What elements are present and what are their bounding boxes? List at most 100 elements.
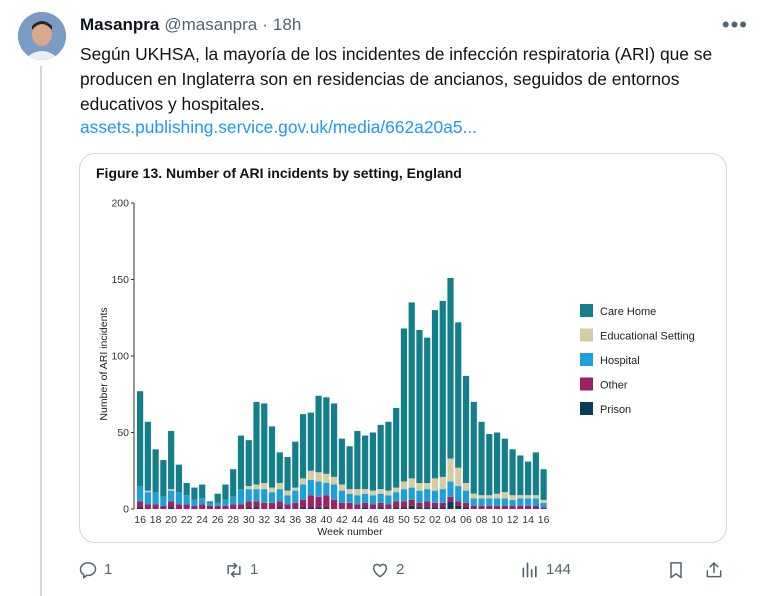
bar-other — [315, 496, 322, 508]
bar-educational-setting — [400, 481, 408, 490]
bar-educational-setting — [408, 478, 415, 488]
bar-other — [362, 502, 369, 508]
reply-button[interactable]: 1 — [78, 560, 112, 580]
bar-other — [424, 501, 431, 508]
bar-prison — [315, 507, 322, 509]
bar-educational-setting — [447, 458, 454, 482]
like-icon — [372, 563, 388, 578]
bar-other — [493, 505, 501, 509]
bar-hospital — [431, 490, 439, 503]
bar-prison — [424, 507, 431, 509]
bar-hospital — [509, 499, 516, 506]
bar-hospital — [292, 490, 299, 503]
x-tick-label: 36 — [289, 514, 301, 526]
x-tick-label: 24 — [196, 514, 208, 526]
bar-care-home — [253, 401, 260, 485]
chart-card[interactable]: Figure 13. Number of ARI incidents by se… — [79, 153, 727, 543]
bar-hospital — [323, 482, 330, 496]
x-tick-label: 34 — [274, 514, 286, 526]
bar-educational-setting — [253, 484, 260, 490]
legend-label: Care Home — [600, 306, 656, 318]
bar-hospital — [393, 492, 400, 502]
like-button[interactable]: 2 — [370, 560, 404, 580]
bar-hospital — [206, 502, 214, 506]
bar-other — [525, 505, 532, 509]
bar-hospital — [532, 498, 539, 506]
x-tick-label: 44 — [352, 514, 364, 526]
bar-care-home — [346, 446, 353, 490]
bar-care-home — [183, 482, 190, 496]
timestamp[interactable]: 18h — [272, 15, 302, 34]
legend-swatch — [580, 304, 593, 317]
bar-educational-setting — [470, 493, 477, 499]
user-handle[interactable]: @masanpra — [164, 15, 258, 34]
x-tick-label: 20 — [165, 514, 177, 526]
bar-other — [377, 502, 384, 508]
bar-care-home — [144, 421, 151, 491]
bar-care-home — [315, 395, 322, 473]
bar-other — [369, 504, 376, 509]
bar-hospital — [261, 489, 268, 503]
bar-educational-setting — [354, 489, 361, 496]
bar-other — [509, 505, 516, 509]
legend-swatch — [580, 328, 593, 342]
bar-educational-setting — [315, 472, 322, 482]
retweet-button[interactable]: 1 — [224, 560, 258, 580]
bar-prison — [431, 507, 439, 509]
bar-hospital — [416, 490, 423, 503]
bar-educational-setting — [168, 489, 175, 491]
bar-care-home — [517, 455, 524, 496]
bar-care-home — [152, 449, 159, 493]
bar-hospital — [183, 495, 190, 505]
x-tick-label: 16 — [538, 514, 550, 526]
bar-hospital — [253, 489, 260, 502]
bar-educational-setting — [369, 490, 376, 496]
tweet-header: Masanpra @masanpra · 18h — [80, 14, 742, 36]
bar-educational-setting — [261, 482, 268, 490]
tweet-link[interactable]: assets.publishing.service.gov.uk/media/6… — [80, 117, 478, 137]
views-button[interactable]: 144 — [520, 560, 571, 580]
bar-prison — [362, 507, 369, 509]
bar-educational-setting — [276, 482, 283, 490]
avatar[interactable] — [18, 12, 66, 60]
share-button[interactable] — [704, 560, 730, 580]
more-icon[interactable]: ••• — [721, 12, 748, 37]
bar-hospital — [493, 498, 501, 506]
bar-care-home — [478, 421, 485, 496]
bar-other — [354, 504, 361, 509]
bar-prison — [245, 507, 252, 509]
y-tick-label: 0 — [123, 504, 129, 516]
bookmark-button[interactable] — [666, 560, 692, 580]
bar-other — [230, 504, 237, 509]
x-tick-label: 52 — [414, 514, 426, 526]
bar-educational-setting — [478, 495, 485, 499]
y-tick-label: 200 — [111, 198, 129, 210]
bar-hospital — [276, 489, 283, 502]
bar-other — [532, 505, 539, 509]
bar-care-home — [206, 501, 214, 503]
bar-care-home — [455, 322, 462, 468]
bar-care-home — [377, 424, 384, 490]
bar-care-home — [509, 449, 516, 496]
retweet-count: 1 — [250, 561, 259, 578]
bar-other — [439, 502, 446, 508]
bar-other — [385, 504, 392, 509]
x-tick-label: 42 — [336, 514, 348, 526]
bar-hospital — [385, 495, 392, 505]
bar-hospital — [447, 481, 454, 497]
bar-care-home — [462, 375, 470, 483]
bar-hospital — [354, 495, 361, 505]
share-icon — [706, 562, 722, 578]
bar-care-home — [369, 432, 376, 491]
bar-hospital — [377, 493, 384, 503]
bar-care-home — [214, 493, 221, 503]
x-tick-label: 28 — [227, 514, 239, 526]
bar-hospital — [307, 479, 314, 496]
display-name[interactable]: Masanpra — [80, 15, 160, 34]
bar-other — [408, 499, 415, 506]
bar-care-home — [385, 421, 392, 491]
bar-hospital — [199, 498, 206, 505]
bar-other — [175, 504, 182, 509]
x-tick-label: 08 — [476, 514, 488, 526]
bar-hospital — [168, 490, 175, 502]
